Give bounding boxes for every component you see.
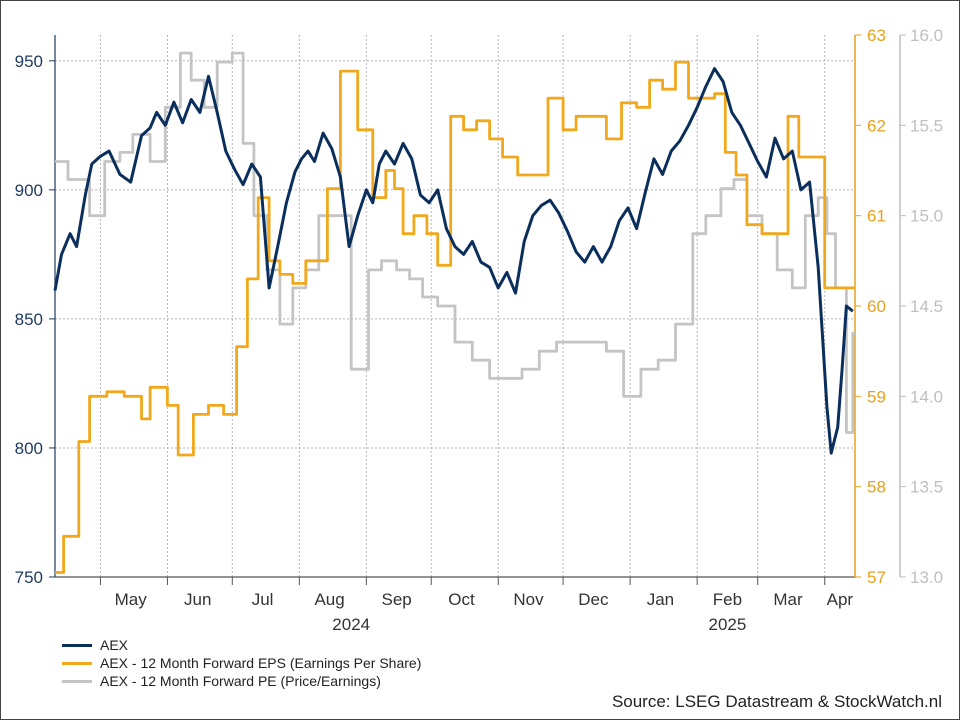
tick-label-year: 2025 xyxy=(709,615,747,634)
legend-item-aex: AEX xyxy=(62,636,421,654)
legend-swatch-pe xyxy=(62,679,92,683)
tick-label-left: 750 xyxy=(15,568,43,587)
tick-label-month: Apr xyxy=(827,590,854,609)
tick-label-right-eps: 57 xyxy=(867,568,886,587)
tick-label-right-eps: 58 xyxy=(867,478,886,497)
axes: 750 800 850 900 950 57 58 59 60 61 62 63 13.0 13.5 14.… xyxy=(15,26,943,634)
tick-label-month: Jan xyxy=(647,590,674,609)
tick-label-right-eps: 63 xyxy=(867,26,886,45)
legend: AEX AEX - 12 Month Forward EPS (Earnings… xyxy=(62,636,421,690)
tick-label-month: Aug xyxy=(314,590,344,609)
tick-label-month: Oct xyxy=(448,590,475,609)
series-lines xyxy=(53,51,855,574)
tick-label-month: Nov xyxy=(513,590,544,609)
tick-label-right-pe: 15.0 xyxy=(910,207,943,226)
tick-label-year: 2024 xyxy=(332,615,370,634)
tick-label-month: Feb xyxy=(713,590,742,609)
legend-swatch-eps xyxy=(62,661,92,665)
legend-swatch-aex xyxy=(62,643,92,647)
tick-label-month: Dec xyxy=(578,590,609,609)
tick-label-left: 950 xyxy=(15,52,43,71)
tick-label-right-pe: 13.5 xyxy=(910,478,943,497)
series-line-eps xyxy=(55,60,855,574)
tick-label-right-pe: 14.5 xyxy=(910,297,943,316)
legend-label-aex: AEX xyxy=(100,637,129,653)
tick-label-left: 800 xyxy=(15,439,43,458)
tick-label-month: Jun xyxy=(184,590,211,609)
tick-label-month: Jul xyxy=(252,590,274,609)
legend-item-pe: AEX - 12 Month Forward PE (Price/Earning… xyxy=(62,672,421,690)
tick-label-right-pe: 16.0 xyxy=(910,26,943,45)
legend-label-pe: AEX - 12 Month Forward PE (Price/Earning… xyxy=(100,673,381,689)
tick-label-right-pe: 14.0 xyxy=(910,387,943,406)
tick-label-month: Sep xyxy=(381,590,411,609)
tick-label-left: 850 xyxy=(15,310,43,329)
tick-label-right-eps: 62 xyxy=(867,116,886,135)
tick-label-left: 900 xyxy=(15,181,43,200)
tick-label-month: May xyxy=(115,590,148,609)
series-line-aex xyxy=(53,67,854,455)
series-line-pe xyxy=(55,51,855,434)
tick-label-right-eps: 61 xyxy=(867,207,886,226)
tick-label-right-pe: 15.5 xyxy=(910,116,943,135)
source-credit: Source: LSEG Datastream & StockWatch.nl xyxy=(611,692,942,711)
legend-label-eps: AEX - 12 Month Forward EPS (Earnings Per… xyxy=(100,655,422,671)
tick-label-right-pe: 13.0 xyxy=(910,568,943,587)
legend-item-eps: AEX - 12 Month Forward EPS (Earnings Per… xyxy=(62,654,421,672)
tick-label-right-eps: 60 xyxy=(867,297,886,316)
tick-label-right-eps: 59 xyxy=(867,387,886,406)
tick-label-month: Mar xyxy=(773,590,803,609)
